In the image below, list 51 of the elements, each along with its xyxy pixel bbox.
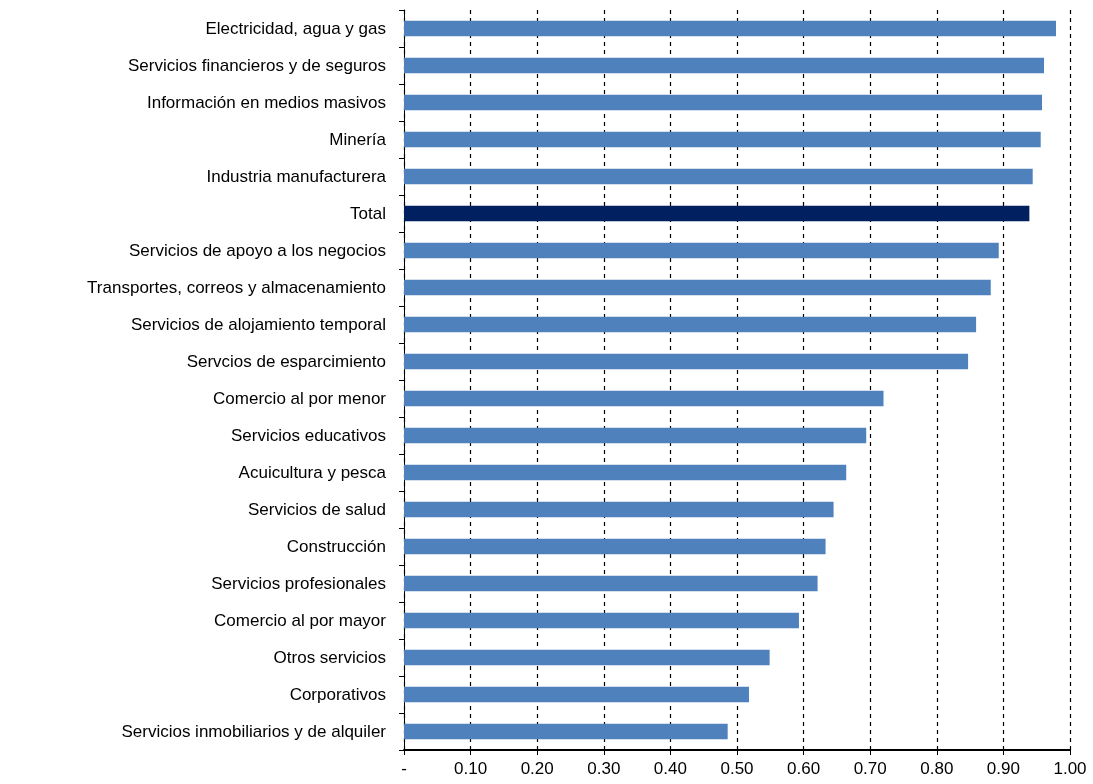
y-tick-label: Comercio al por mayor: [214, 611, 387, 630]
bar: [404, 168, 1033, 185]
bar: [404, 427, 867, 444]
x-tick-label: 0.60: [787, 759, 821, 778]
y-tick-label: Total: [350, 204, 386, 223]
bar: [404, 612, 799, 629]
y-tick-label: Otros servicios: [273, 648, 386, 667]
y-tick-label: Servicios educativos: [231, 426, 386, 445]
y-tick-label: Servicios financieros y de seguros: [128, 56, 386, 75]
y-tick-label: Servicios inmobiliarios y de alquiler: [121, 722, 387, 741]
bar: [404, 279, 991, 296]
bar: [404, 538, 826, 555]
bar: [404, 353, 969, 370]
bar: [404, 316, 977, 333]
bar: [404, 205, 1030, 222]
x-tick-label: 0.30: [587, 759, 621, 778]
x-tick-label: 0.90: [986, 759, 1020, 778]
x-tick-label: 0.80: [920, 759, 954, 778]
y-tick-label: Acuicultura y pesca: [238, 463, 387, 482]
x-tick-label: 0.50: [720, 759, 754, 778]
bar: [404, 649, 770, 666]
bar: [404, 686, 749, 703]
x-tick-label: 0.10: [454, 759, 488, 778]
y-tick-label: Industria manufacturera: [206, 167, 387, 186]
x-tick-label: 0.70: [853, 759, 887, 778]
bar: [404, 575, 818, 592]
y-tick-label: Comercio al por menor: [213, 389, 387, 408]
y-tick-label: Servcios de esparcimiento: [186, 352, 386, 371]
x-tick-label: -: [401, 759, 407, 778]
y-tick-label: Transportes, correos y almacenamiento: [87, 278, 386, 297]
bar: [404, 390, 884, 407]
y-tick-label: Corporativos: [289, 685, 386, 704]
bar: [404, 131, 1041, 148]
bar: [404, 464, 847, 481]
x-tick-label: 0.40: [653, 759, 687, 778]
y-tick-label: Servicios de salud: [248, 500, 386, 519]
y-tick-label: Electricidad, agua y gas: [205, 19, 386, 38]
y-tick-label: Construcción: [286, 537, 386, 556]
y-tick-label: Servicios de apoyo a los negocios: [128, 241, 386, 260]
bar: [404, 242, 999, 259]
bar: [404, 723, 728, 740]
bar: [404, 57, 1045, 74]
bar: [404, 501, 834, 518]
bar: [404, 20, 1057, 37]
y-tick-label: Minería: [329, 130, 387, 149]
y-tick-label: Información en medios masivos: [146, 93, 386, 112]
x-tick-label: 0.20: [520, 759, 554, 778]
y-tick-label: Servicios profesionales: [211, 574, 386, 593]
y-tick-label: Servicios de alojamiento temporal: [130, 315, 386, 334]
x-tick-label: 1.00: [1053, 759, 1087, 778]
bar: [404, 94, 1043, 111]
